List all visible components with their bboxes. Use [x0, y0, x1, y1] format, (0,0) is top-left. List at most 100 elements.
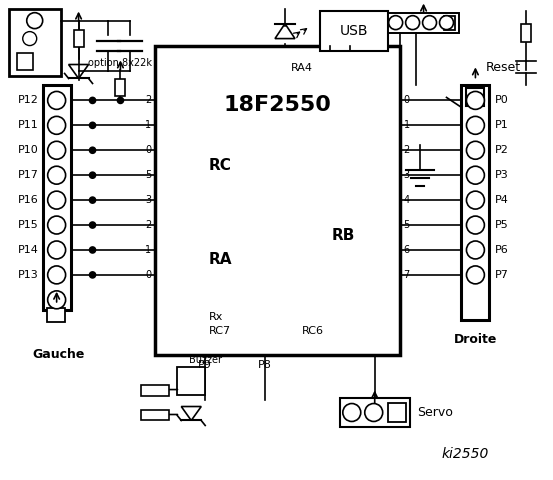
- Circle shape: [466, 216, 484, 234]
- Circle shape: [27, 12, 43, 29]
- Text: RB: RB: [331, 228, 354, 242]
- Circle shape: [48, 241, 66, 259]
- Text: P16: P16: [18, 195, 39, 205]
- Text: P15: P15: [18, 220, 39, 230]
- Circle shape: [466, 266, 484, 284]
- Circle shape: [343, 404, 361, 421]
- Bar: [17, 52, 33, 71]
- Circle shape: [90, 97, 96, 103]
- Text: ki2550: ki2550: [442, 447, 489, 461]
- Circle shape: [90, 197, 96, 203]
- Circle shape: [422, 16, 436, 30]
- Circle shape: [90, 172, 96, 178]
- Text: 3: 3: [145, 195, 152, 205]
- Text: P3: P3: [495, 170, 509, 180]
- Circle shape: [48, 191, 66, 209]
- Text: 7: 7: [404, 270, 410, 280]
- Text: Gauche: Gauche: [33, 348, 85, 361]
- Circle shape: [466, 116, 484, 134]
- Text: 5: 5: [404, 220, 410, 230]
- Circle shape: [365, 404, 383, 421]
- Text: P2: P2: [495, 145, 509, 155]
- Circle shape: [90, 222, 96, 228]
- Text: 2: 2: [145, 96, 152, 106]
- Text: P13: P13: [18, 270, 39, 280]
- Bar: [444, 16, 456, 30]
- Circle shape: [466, 91, 484, 109]
- Circle shape: [48, 91, 66, 109]
- Text: P17: P17: [18, 170, 39, 180]
- Text: 4: 4: [404, 195, 410, 205]
- Text: 18F2550: 18F2550: [223, 96, 331, 115]
- Text: 5: 5: [145, 170, 152, 180]
- Text: RA4: RA4: [291, 62, 313, 72]
- Circle shape: [90, 247, 96, 253]
- Bar: [46, 308, 65, 322]
- Circle shape: [466, 241, 484, 259]
- Text: Droite: Droite: [453, 333, 497, 346]
- Text: Buzzer: Buzzer: [189, 355, 222, 365]
- Text: Servo: Servo: [418, 406, 453, 419]
- Text: P1: P1: [495, 120, 509, 131]
- Circle shape: [23, 32, 36, 46]
- Text: Rx: Rx: [209, 312, 223, 322]
- Circle shape: [90, 147, 96, 153]
- Text: P12: P12: [18, 96, 39, 106]
- Bar: [340, 397, 410, 428]
- Bar: [43, 85, 71, 310]
- Bar: [461, 85, 489, 320]
- Circle shape: [405, 16, 420, 30]
- Circle shape: [48, 216, 66, 234]
- Circle shape: [48, 266, 66, 284]
- Text: RA: RA: [209, 252, 233, 267]
- Circle shape: [117, 97, 123, 103]
- Circle shape: [48, 116, 66, 134]
- Bar: [178, 367, 205, 395]
- Text: 0: 0: [145, 145, 152, 155]
- Bar: [388, 403, 405, 422]
- Text: 1: 1: [145, 120, 152, 131]
- Bar: [521, 24, 531, 42]
- Circle shape: [440, 16, 453, 30]
- Text: P11: P11: [18, 120, 39, 131]
- Circle shape: [48, 166, 66, 184]
- Bar: [9, 9, 61, 76]
- Text: P7: P7: [495, 270, 509, 280]
- Text: 0: 0: [404, 96, 410, 106]
- Text: RC6: RC6: [302, 326, 324, 336]
- Circle shape: [466, 141, 484, 159]
- Text: 2: 2: [404, 145, 410, 155]
- Text: RC7: RC7: [209, 326, 231, 336]
- Text: USB: USB: [340, 24, 368, 37]
- Bar: [466, 88, 484, 107]
- Circle shape: [90, 122, 96, 128]
- Circle shape: [90, 272, 96, 278]
- Text: 1: 1: [404, 120, 410, 131]
- Text: P14: P14: [18, 245, 39, 255]
- Text: P10: P10: [18, 145, 39, 155]
- Text: P9: P9: [199, 360, 212, 370]
- Text: P6: P6: [495, 245, 509, 255]
- Circle shape: [48, 141, 66, 159]
- Bar: [74, 30, 84, 47]
- Text: P5: P5: [495, 220, 509, 230]
- Text: RC: RC: [209, 158, 232, 173]
- Text: 2: 2: [145, 220, 152, 230]
- Bar: [388, 12, 460, 33]
- Text: 6: 6: [404, 245, 410, 255]
- Text: P4: P4: [495, 195, 509, 205]
- Text: option 8x22k: option 8x22k: [88, 58, 153, 68]
- Circle shape: [389, 16, 403, 30]
- Bar: [155, 46, 400, 355]
- Bar: [116, 80, 126, 96]
- Circle shape: [48, 291, 66, 309]
- Circle shape: [466, 191, 484, 209]
- Text: P0: P0: [495, 96, 509, 106]
- Bar: [142, 409, 169, 420]
- Text: Reset: Reset: [486, 61, 521, 74]
- Circle shape: [466, 166, 484, 184]
- Bar: [142, 384, 169, 396]
- Text: 0: 0: [145, 270, 152, 280]
- Text: 1: 1: [145, 245, 152, 255]
- Text: P8: P8: [258, 360, 272, 370]
